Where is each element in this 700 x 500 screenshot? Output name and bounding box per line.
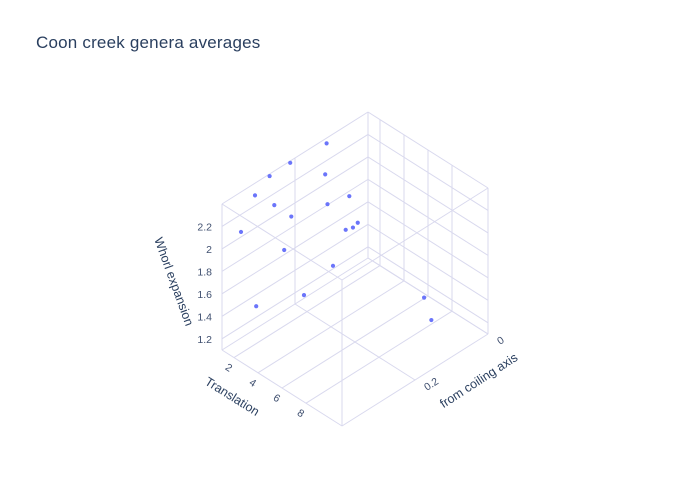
scatter-point[interactable]	[355, 220, 360, 225]
scatter-point[interactable]	[288, 160, 293, 165]
scatter-points	[238, 141, 434, 323]
scatter-point[interactable]	[282, 247, 287, 253]
scatter-point[interactable]	[350, 225, 356, 230]
z-tick-label: 2.2	[197, 221, 212, 233]
scatter-point[interactable]	[254, 304, 259, 309]
scatter-point[interactable]	[330, 263, 336, 268]
z-axis-title: Whorl expansion	[151, 235, 196, 327]
x-tick-label: 4	[247, 377, 258, 390]
z-tick-label: 1.2	[197, 334, 212, 346]
y-tick-label: 0.2	[422, 375, 441, 393]
scatter-point[interactable]	[301, 293, 307, 298]
z-tick-label: 1.8	[197, 266, 212, 278]
scatter-point[interactable]	[343, 227, 348, 232]
x-tick-label: 6	[271, 392, 282, 405]
y-axis-title: from coiling axis	[437, 350, 520, 411]
scatter-point[interactable]	[238, 229, 244, 235]
x-tick-label: 8	[295, 407, 306, 420]
y-tick-label: 0	[495, 334, 507, 347]
z-tick-label: 1.6	[197, 289, 212, 301]
chart-title: Coon creek genera averages	[36, 33, 261, 52]
scatter-point[interactable]	[347, 194, 352, 199]
scatter-point[interactable]	[324, 141, 329, 146]
scatter-point[interactable]	[323, 172, 328, 177]
scatter-point[interactable]	[429, 317, 434, 323]
scatter-point[interactable]	[422, 295, 427, 300]
z-tick-label: 1.4	[197, 311, 212, 323]
x-tick-label: 2	[223, 361, 234, 374]
scatter-point[interactable]	[267, 173, 272, 179]
scatter-point[interactable]	[289, 214, 294, 219]
scatter-point[interactable]	[325, 202, 330, 207]
axis-box-edges	[221, 111, 489, 427]
scatter-point[interactable]	[252, 193, 258, 198]
scatter-point[interactable]	[272, 203, 277, 208]
z-tick-label: 2	[206, 244, 212, 256]
